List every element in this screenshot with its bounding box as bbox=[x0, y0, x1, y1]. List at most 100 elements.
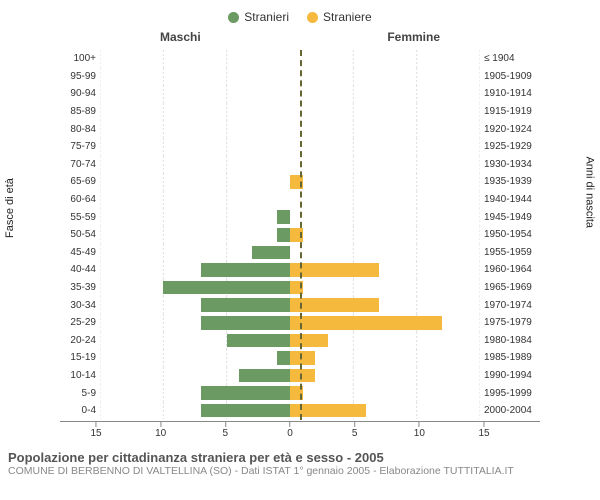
birth-year-label: 1960-1964 bbox=[480, 264, 540, 275]
birth-year-label: 1930-1934 bbox=[480, 159, 540, 170]
male-half bbox=[100, 208, 290, 226]
male-half bbox=[100, 191, 290, 209]
age-label: 40-44 bbox=[60, 264, 100, 275]
female-half bbox=[290, 226, 480, 244]
female-bar bbox=[290, 298, 379, 312]
birth-year-label: 1955-1959 bbox=[480, 247, 540, 258]
birth-year-label: 1945-1949 bbox=[480, 212, 540, 223]
female-half bbox=[290, 314, 480, 332]
female-half bbox=[290, 367, 480, 385]
x-tick: 15 bbox=[90, 422, 101, 439]
birth-year-label: 1905-1909 bbox=[480, 71, 540, 82]
y-axis-title-left: Fasce di età bbox=[4, 178, 16, 238]
male-half bbox=[100, 384, 290, 402]
age-label: 100+ bbox=[60, 53, 100, 64]
female-half bbox=[290, 384, 480, 402]
female-bar bbox=[290, 263, 379, 277]
birth-year-label: 1970-1974 bbox=[480, 300, 540, 311]
legend-label-female: Straniere bbox=[323, 10, 372, 24]
male-half bbox=[100, 296, 290, 314]
female-bar bbox=[290, 351, 315, 365]
chart-caption: Popolazione per cittadinanza straniera p… bbox=[0, 448, 600, 477]
x-tick: 15 bbox=[478, 422, 489, 439]
female-half bbox=[290, 261, 480, 279]
female-half bbox=[290, 173, 480, 191]
x-axis: 15105051015 bbox=[60, 421, 540, 440]
age-label: 80-84 bbox=[60, 124, 100, 135]
male-half bbox=[100, 156, 290, 174]
birth-year-label: ≤ 1904 bbox=[480, 53, 540, 64]
male-bar bbox=[163, 281, 290, 295]
age-label: 15-19 bbox=[60, 352, 100, 363]
birth-year-label: 1995-1999 bbox=[480, 388, 540, 399]
male-bar bbox=[277, 228, 290, 242]
male-half bbox=[100, 68, 290, 86]
birth-year-label: 1990-1994 bbox=[480, 370, 540, 381]
male-half bbox=[100, 50, 290, 68]
female-half bbox=[290, 156, 480, 174]
age-label: 45-49 bbox=[60, 247, 100, 258]
birth-year-label: 2000-2004 bbox=[480, 405, 540, 416]
birth-year-label: 1935-1939 bbox=[480, 176, 540, 187]
male-bar bbox=[252, 246, 290, 260]
male-bar bbox=[239, 369, 290, 383]
male-half bbox=[100, 402, 290, 420]
x-tick: 10 bbox=[155, 422, 166, 439]
birth-year-label: 1920-1924 bbox=[480, 124, 540, 135]
female-half bbox=[290, 402, 480, 420]
male-half bbox=[100, 244, 290, 262]
column-header-male: Maschi bbox=[160, 30, 201, 44]
age-label: 95-99 bbox=[60, 71, 100, 82]
legend-label-male: Stranieri bbox=[244, 10, 289, 24]
age-label: 10-14 bbox=[60, 370, 100, 381]
chart-subtitle: COMUNE DI BERBENNO DI VALTELLINA (SO) - … bbox=[8, 465, 592, 477]
age-label: 85-89 bbox=[60, 106, 100, 117]
y-axis-title-right: Anni di nascita bbox=[584, 156, 596, 228]
birth-year-label: 1950-1954 bbox=[480, 229, 540, 240]
birth-year-label: 1925-1929 bbox=[480, 141, 540, 152]
female-half bbox=[290, 103, 480, 121]
age-label: 75-79 bbox=[60, 141, 100, 152]
birth-year-label: 1975-1979 bbox=[480, 317, 540, 328]
male-half bbox=[100, 138, 290, 156]
male-half bbox=[100, 367, 290, 385]
legend-item-male: Stranieri bbox=[228, 10, 289, 24]
male-bar bbox=[277, 210, 290, 224]
female-half bbox=[290, 332, 480, 350]
swatch-female bbox=[307, 12, 318, 23]
male-half bbox=[100, 173, 290, 191]
legend: Stranieri Straniere bbox=[0, 0, 600, 28]
female-half bbox=[290, 85, 480, 103]
female-half bbox=[290, 208, 480, 226]
swatch-male bbox=[228, 12, 239, 23]
female-half bbox=[290, 50, 480, 68]
female-half bbox=[290, 296, 480, 314]
age-label: 25-29 bbox=[60, 317, 100, 328]
x-tick: 0 bbox=[287, 422, 293, 439]
x-tick: 5 bbox=[223, 422, 229, 439]
chart-title: Popolazione per cittadinanza straniera p… bbox=[8, 450, 592, 465]
male-bar bbox=[201, 263, 290, 277]
male-half bbox=[100, 314, 290, 332]
age-label: 5-9 bbox=[60, 388, 100, 399]
birth-year-label: 1980-1984 bbox=[480, 335, 540, 346]
pyramid-chart: Maschi Femmine Fasce di età Anni di nasc… bbox=[0, 28, 600, 448]
column-header-female: Femmine bbox=[387, 30, 440, 44]
male-half bbox=[100, 103, 290, 121]
male-bar bbox=[201, 316, 290, 330]
birth-year-label: 1910-1914 bbox=[480, 88, 540, 99]
female-bar bbox=[290, 334, 328, 348]
female-bar bbox=[290, 316, 442, 330]
age-label: 20-24 bbox=[60, 335, 100, 346]
age-label: 70-74 bbox=[60, 159, 100, 170]
age-label: 60-64 bbox=[60, 194, 100, 205]
male-half bbox=[100, 226, 290, 244]
male-bar bbox=[201, 298, 290, 312]
birth-year-label: 1985-1989 bbox=[480, 352, 540, 363]
center-axis-line bbox=[300, 50, 302, 420]
male-half bbox=[100, 120, 290, 138]
age-label: 50-54 bbox=[60, 229, 100, 240]
male-half bbox=[100, 332, 290, 350]
age-label: 0-4 bbox=[60, 405, 100, 416]
birth-year-label: 1940-1944 bbox=[480, 194, 540, 205]
